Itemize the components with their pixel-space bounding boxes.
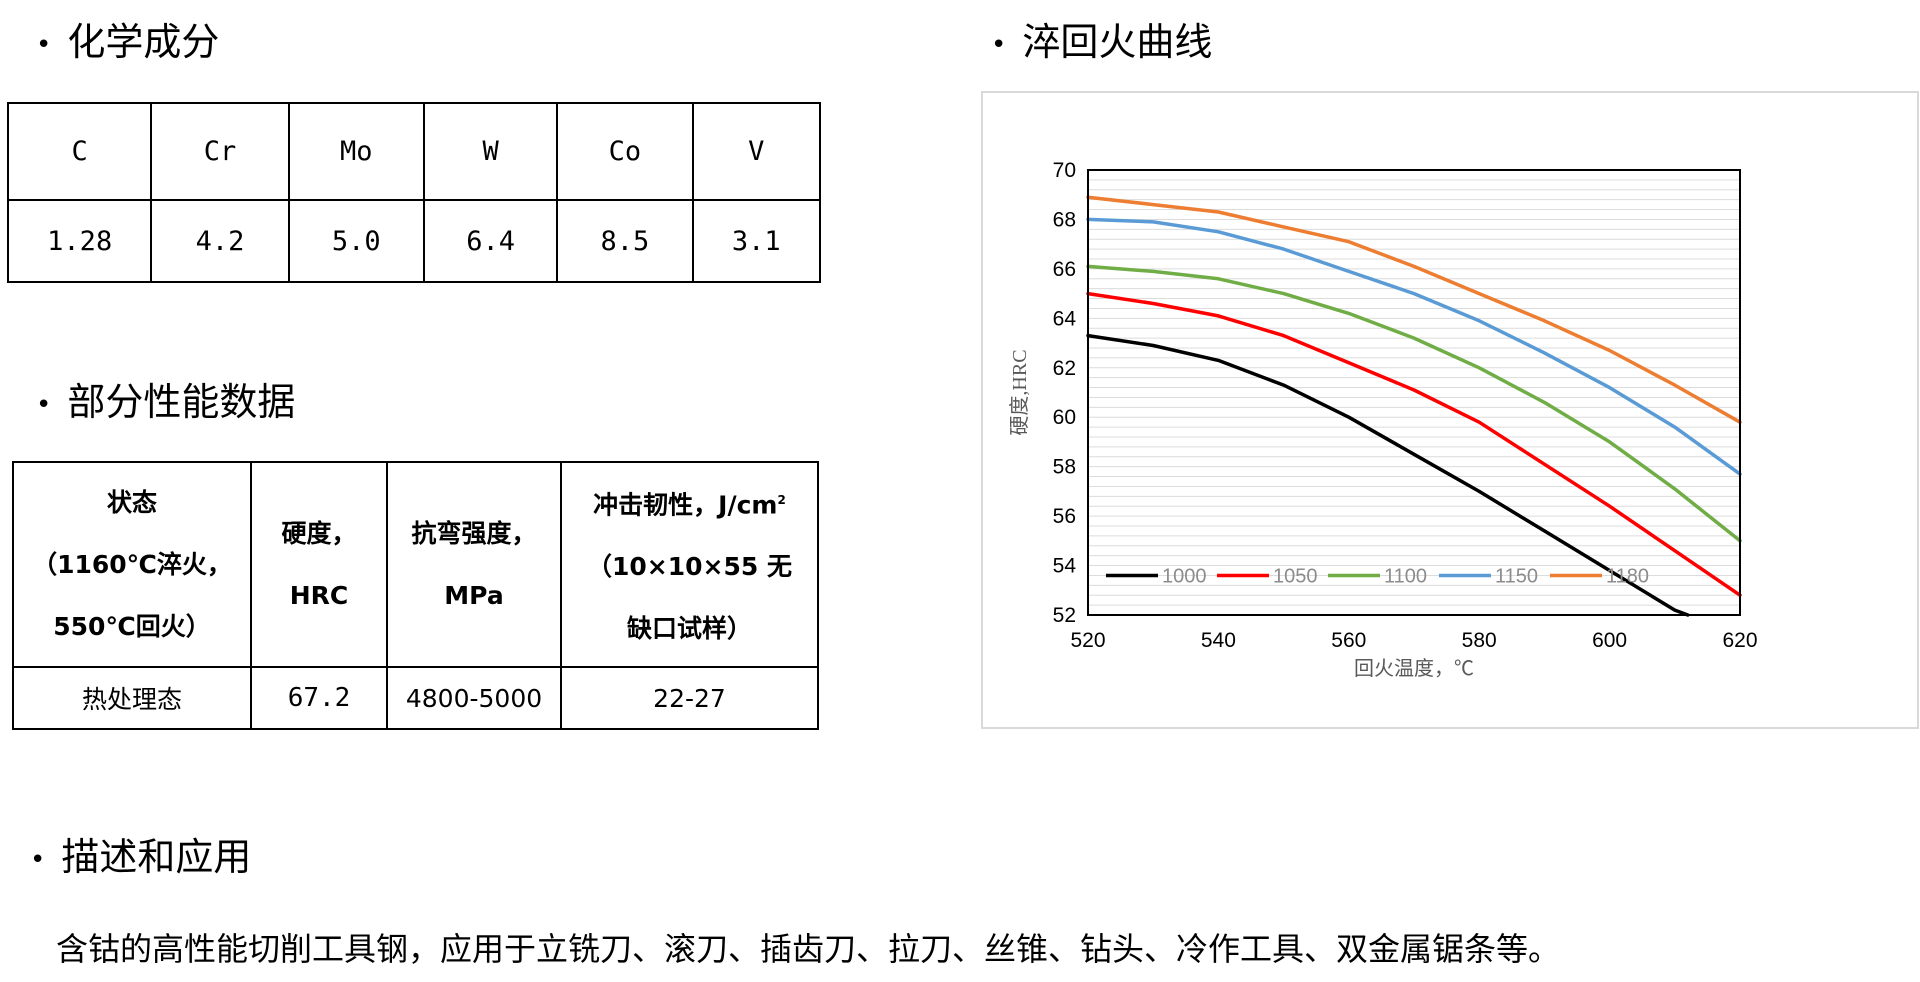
header-impact-line: 缺口试样） <box>626 614 752 644</box>
properties-table: 状态 （1160℃淬火， 550℃回火） 硬度， HRC 抗弯强度， MPa 冲… <box>12 461 819 730</box>
x-tick-label: 540 <box>1201 629 1236 652</box>
x-tick-label: 600 <box>1592 629 1627 652</box>
header-hardness-line: 硬度， <box>281 518 357 548</box>
composition-value-row: 1.28 4.2 5.0 6.4 8.5 3.1 <box>6 199 822 283</box>
bullet: • <box>991 29 1007 60</box>
composition-header-row: C Cr Mo W Co V <box>6 102 822 201</box>
y-tick-label: 56 <box>1053 505 1076 528</box>
section-title-description: • 描述和应用 <box>30 835 251 882</box>
value-cell: 8.5 <box>556 199 694 283</box>
y-tick-label: 58 <box>1053 456 1076 479</box>
properties-value-row: 热处理态 67.2 4800-5000 22-27 <box>12 666 819 730</box>
tempering-title: 淬回火曲线 <box>1022 20 1213 64</box>
section-title-properties: • 部分性能数据 <box>36 380 295 427</box>
bullet: • <box>36 29 52 60</box>
value-cell: 1.28 <box>6 199 153 283</box>
header-bending-line: MPa <box>444 580 504 610</box>
bullet: • <box>30 844 46 875</box>
bullet: • <box>36 389 52 420</box>
header-impact-line: 冲击韧性，J/cm2 <box>562 469 817 536</box>
value-state: 热处理态 <box>12 666 252 730</box>
plot-frame <box>1087 169 1741 616</box>
value-bending: 4800-5000 <box>386 666 562 730</box>
header-impact: 冲击韧性，J/cm2 （10×10×55 无 缺口试样） <box>560 461 819 668</box>
x-tick-label: 520 <box>1070 629 1105 652</box>
legend-label-1100: 1100 <box>1384 565 1427 587</box>
x-tick-label: 580 <box>1462 629 1497 652</box>
y-tick-label: 70 <box>1053 159 1076 182</box>
description-title: 描述和应用 <box>61 835 252 879</box>
header-bending: 抗弯强度， MPa <box>386 461 562 668</box>
y-tick-label: 52 <box>1053 604 1076 627</box>
properties-title: 部分性能数据 <box>67 380 296 424</box>
x-axis-title: 回火温度，℃ <box>1354 657 1474 680</box>
element-cell: C <box>6 102 153 201</box>
x-tick-label: 560 <box>1331 629 1366 652</box>
header-state-line: （1160℃淬火， <box>32 549 232 579</box>
chart-svg: 52 54 56 58 60 62 64 66 68 70 520 540 560 580 600 620 回火… <box>1008 159 1758 680</box>
x-tick-label: 620 <box>1722 629 1757 652</box>
element-cell: W <box>422 102 559 201</box>
impact-unit-sup: 2 <box>777 492 786 507</box>
header-hardness: 硬度， HRC <box>250 461 388 668</box>
y-tick-label: 64 <box>1053 307 1077 330</box>
value-impact: 22-27 <box>560 666 819 730</box>
chemistry-title: 化学成分 <box>67 20 220 64</box>
y-tick-label: 62 <box>1053 357 1076 380</box>
legend-label-1180: 1180 <box>1606 565 1649 587</box>
element-cell: V <box>691 102 822 201</box>
element-cell: Cr <box>150 102 290 201</box>
composition-table: C Cr Mo W Co V 1.28 4.2 5.0 6.4 8.5 3.1 <box>6 102 822 283</box>
series-line-1180 <box>1086 195 1742 424</box>
value-hardness: 67.2 <box>250 666 388 730</box>
legend-label-1050: 1050 <box>1273 565 1318 587</box>
y-tick-label: 68 <box>1053 208 1076 231</box>
properties-header-row: 状态 （1160℃淬火， 550℃回火） 硬度， HRC 抗弯强度， MPa 冲… <box>12 461 819 668</box>
description-text: 含钴的高性能切削工具钢，应用于立铣刀、滚刀、插齿刀、拉刀、丝锥、钻头、冷作工具、… <box>56 930 1561 968</box>
value-cell: 5.0 <box>287 199 425 283</box>
header-bending-line: 抗弯强度， <box>411 518 537 548</box>
header-impact-line: （10×10×55 无 <box>587 552 792 582</box>
value-cell: 6.4 <box>422 199 559 283</box>
y-tick-label: 66 <box>1053 258 1076 281</box>
series-line-1050 <box>1086 291 1742 597</box>
section-title-tempering: • 淬回火曲线 <box>991 20 1212 67</box>
section-title-chemistry: • 化学成分 <box>36 20 219 67</box>
y-axis-title: 硬度,HRC <box>1008 349 1031 435</box>
value-cell: 3.1 <box>691 199 822 283</box>
legend-label-1000: 1000 <box>1162 565 1207 587</box>
header-hardness-line: HRC <box>289 580 349 610</box>
header-state-line: 550℃回火） <box>53 611 211 641</box>
series-line-1150 <box>1086 217 1742 476</box>
header-state-line: 状态 <box>106 487 157 517</box>
element-cell: Mo <box>287 102 425 201</box>
header-state: 状态 （1160℃淬火， 550℃回火） <box>12 461 252 668</box>
series-line-1000 <box>1086 333 1690 617</box>
y-tick-label: 54 <box>1053 555 1077 578</box>
y-tick-label: 60 <box>1053 406 1076 429</box>
value-cell: 4.2 <box>150 199 290 283</box>
tempering-chart: 52 54 56 58 60 62 64 66 68 70 520 540 560 580 600 620 回火… <box>981 91 1919 729</box>
impact-unit: 冲击韧性，J/cm <box>593 490 778 520</box>
series-line-1100 <box>1086 264 1742 543</box>
legend-label-1150: 1150 <box>1495 565 1538 587</box>
element-cell: Co <box>556 102 694 201</box>
